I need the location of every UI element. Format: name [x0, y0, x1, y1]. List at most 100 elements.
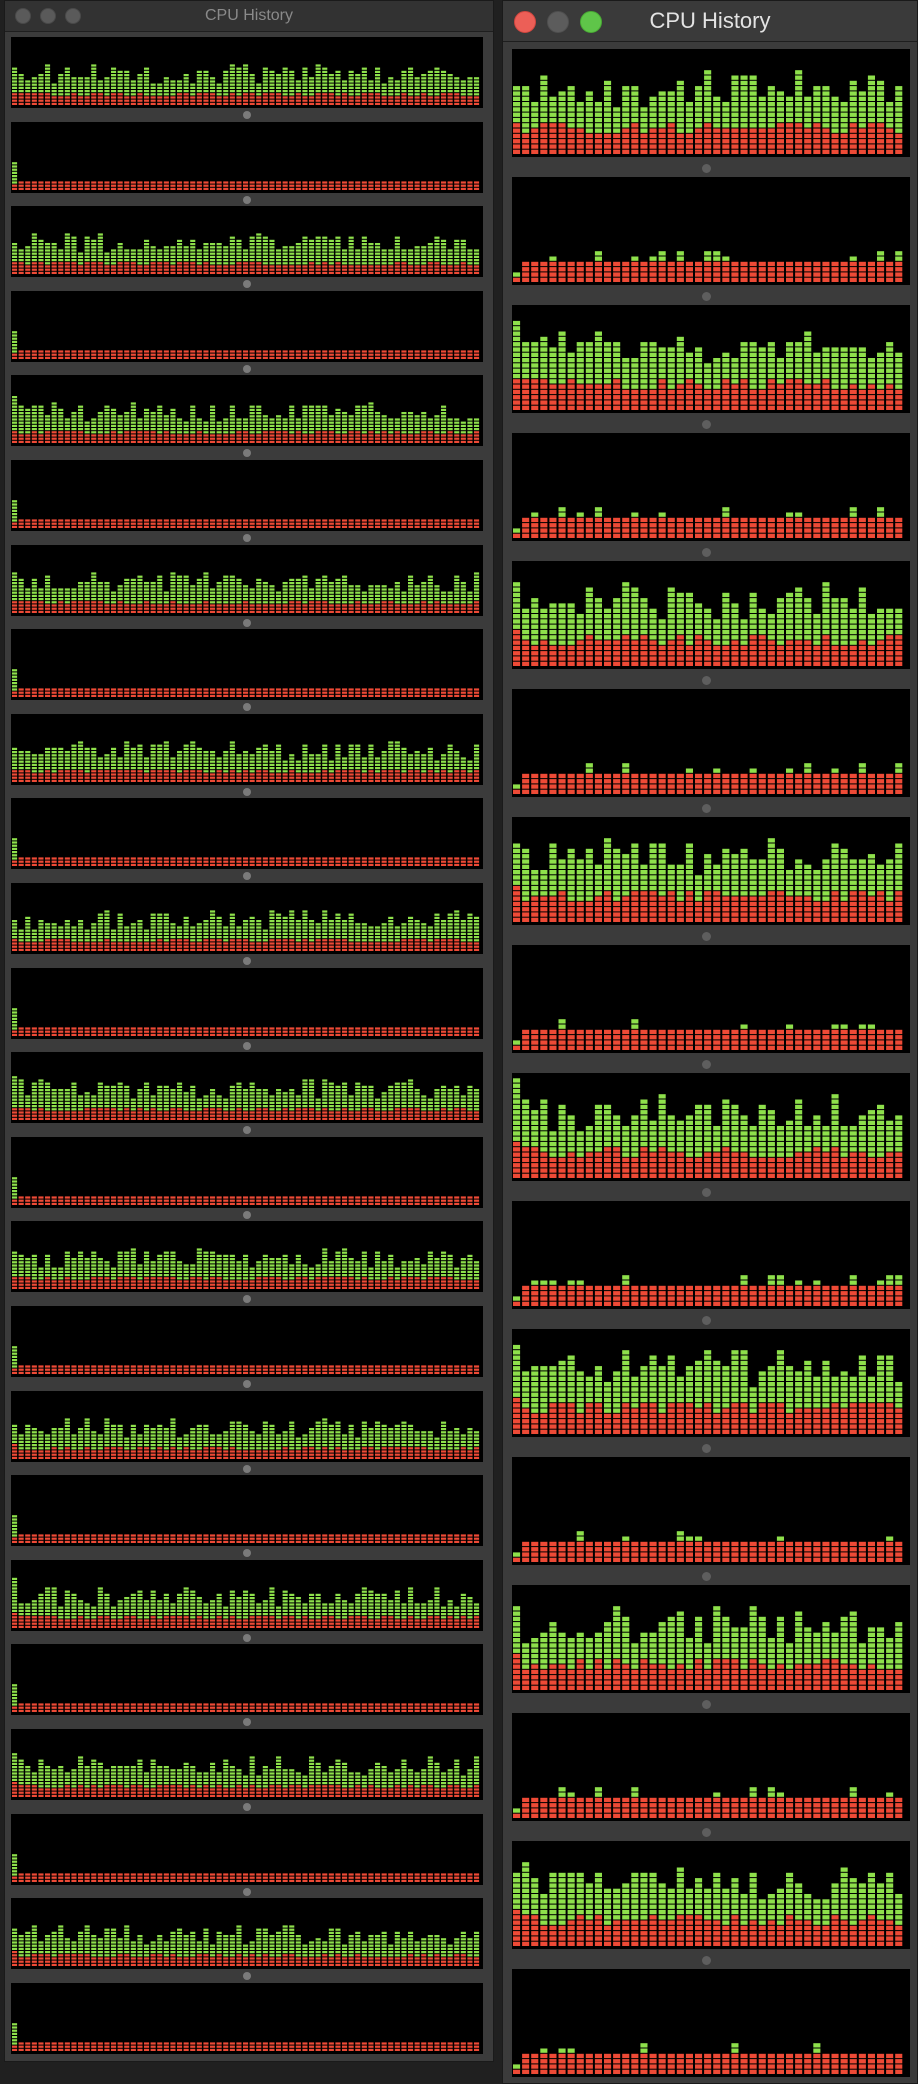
- load-segment: [262, 857, 268, 860]
- load-segment: [427, 102, 433, 105]
- load-segment: [183, 763, 189, 766]
- load-segment: [447, 184, 453, 187]
- load-segment: [137, 93, 143, 96]
- load-segment: [91, 421, 97, 425]
- panel-divider-handle[interactable]: [243, 872, 251, 881]
- load-segment: [84, 437, 90, 441]
- minimize-button[interactable]: [40, 8, 56, 24]
- load-segment: [183, 773, 189, 776]
- load-segment: [124, 434, 130, 437]
- load-segment: [64, 239, 70, 243]
- load-segment: [467, 184, 473, 187]
- load-segment: [229, 603, 235, 607]
- load-segment: [276, 425, 282, 428]
- load-segment: [447, 594, 453, 597]
- load-segment: [368, 415, 374, 418]
- load-segment: [381, 860, 387, 864]
- load-segment: [111, 597, 117, 600]
- load-segment: [322, 180, 328, 184]
- load-segment: [25, 271, 31, 275]
- load-segment: [203, 425, 209, 428]
- load-segment: [302, 180, 308, 184]
- load-segment: [130, 259, 136, 262]
- load-segment: [163, 600, 169, 603]
- close-button[interactable]: [15, 8, 31, 24]
- load-segment: [223, 750, 229, 753]
- load-segment: [150, 425, 156, 428]
- load-segment: [427, 694, 433, 698]
- load-segment: [335, 249, 341, 252]
- load-segment: [355, 441, 361, 444]
- load-segment: [394, 594, 400, 597]
- load-segment: [25, 525, 31, 528]
- load-segment: [282, 428, 288, 431]
- load-segment: [51, 594, 57, 597]
- load-segment: [117, 93, 123, 96]
- load-segment: [388, 271, 394, 275]
- load-segment: [302, 864, 308, 867]
- load-segment: [12, 262, 18, 265]
- load-segment: [388, 519, 394, 522]
- load-segment: [25, 766, 31, 769]
- load-segment: [216, 610, 222, 613]
- load-segment: [31, 860, 37, 864]
- load-segment: [256, 763, 262, 766]
- load-segment: [229, 691, 235, 694]
- load-segment: [97, 913, 103, 916]
- load-segment: [236, 80, 242, 83]
- load-segment: [12, 841, 18, 844]
- panel-divider-handle[interactable]: [243, 449, 251, 458]
- load-segment: [78, 750, 84, 753]
- load-segment: [322, 522, 328, 525]
- load-segment: [12, 255, 18, 259]
- load-segment: [256, 779, 262, 782]
- panel-divider-handle[interactable]: [243, 364, 251, 373]
- panel-divider-handle[interactable]: [243, 787, 251, 796]
- load-segment: [91, 74, 97, 77]
- load-segment: [394, 418, 400, 421]
- panel-divider-handle[interactable]: [243, 111, 251, 119]
- panel-divider-handle[interactable]: [243, 703, 251, 712]
- load-segment: [276, 434, 282, 437]
- load-segment: [64, 70, 70, 73]
- load-segment: [12, 509, 18, 512]
- zoom-button[interactable]: [65, 8, 81, 24]
- panel-divider-handle[interactable]: [243, 618, 251, 627]
- load-segment: [328, 760, 334, 763]
- load-segment: [104, 265, 110, 268]
- panel-divider-handle[interactable]: [243, 195, 251, 204]
- load-segment: [368, 525, 374, 528]
- load-segment: [163, 99, 169, 102]
- panel-divider-handle[interactable]: [243, 534, 251, 542]
- load-segment: [262, 603, 268, 607]
- load-segment: [84, 265, 90, 268]
- load-segment: [71, 86, 77, 89]
- load-segment: [302, 607, 308, 610]
- load-segment: [58, 747, 64, 750]
- load-segment: [441, 102, 447, 105]
- load-segment: [414, 522, 420, 525]
- load-segment: [315, 64, 321, 67]
- load-segment: [196, 184, 202, 187]
- load-segment: [361, 691, 367, 694]
- window-titlebar[interactable]: CPU History: [5, 1, 493, 32]
- load-segment: [454, 594, 460, 597]
- load-segment: [381, 425, 387, 428]
- load-segment: [368, 409, 374, 412]
- load-segment: [368, 591, 374, 594]
- load-segment: [78, 525, 84, 528]
- load-segment: [434, 688, 440, 691]
- load-segment: [256, 766, 262, 769]
- load-segment: [342, 415, 348, 418]
- load-segment: [51, 760, 57, 763]
- load-segment: [460, 255, 466, 259]
- load-segment: [97, 412, 103, 415]
- panel-divider-handle[interactable]: [243, 280, 251, 289]
- load-segment: [84, 519, 90, 522]
- load-segment: [12, 334, 18, 337]
- load-segment: [190, 741, 196, 744]
- load-segment: [150, 187, 156, 190]
- load-segment: [335, 773, 341, 776]
- load-segment: [111, 350, 117, 353]
- load-segment: [12, 187, 18, 190]
